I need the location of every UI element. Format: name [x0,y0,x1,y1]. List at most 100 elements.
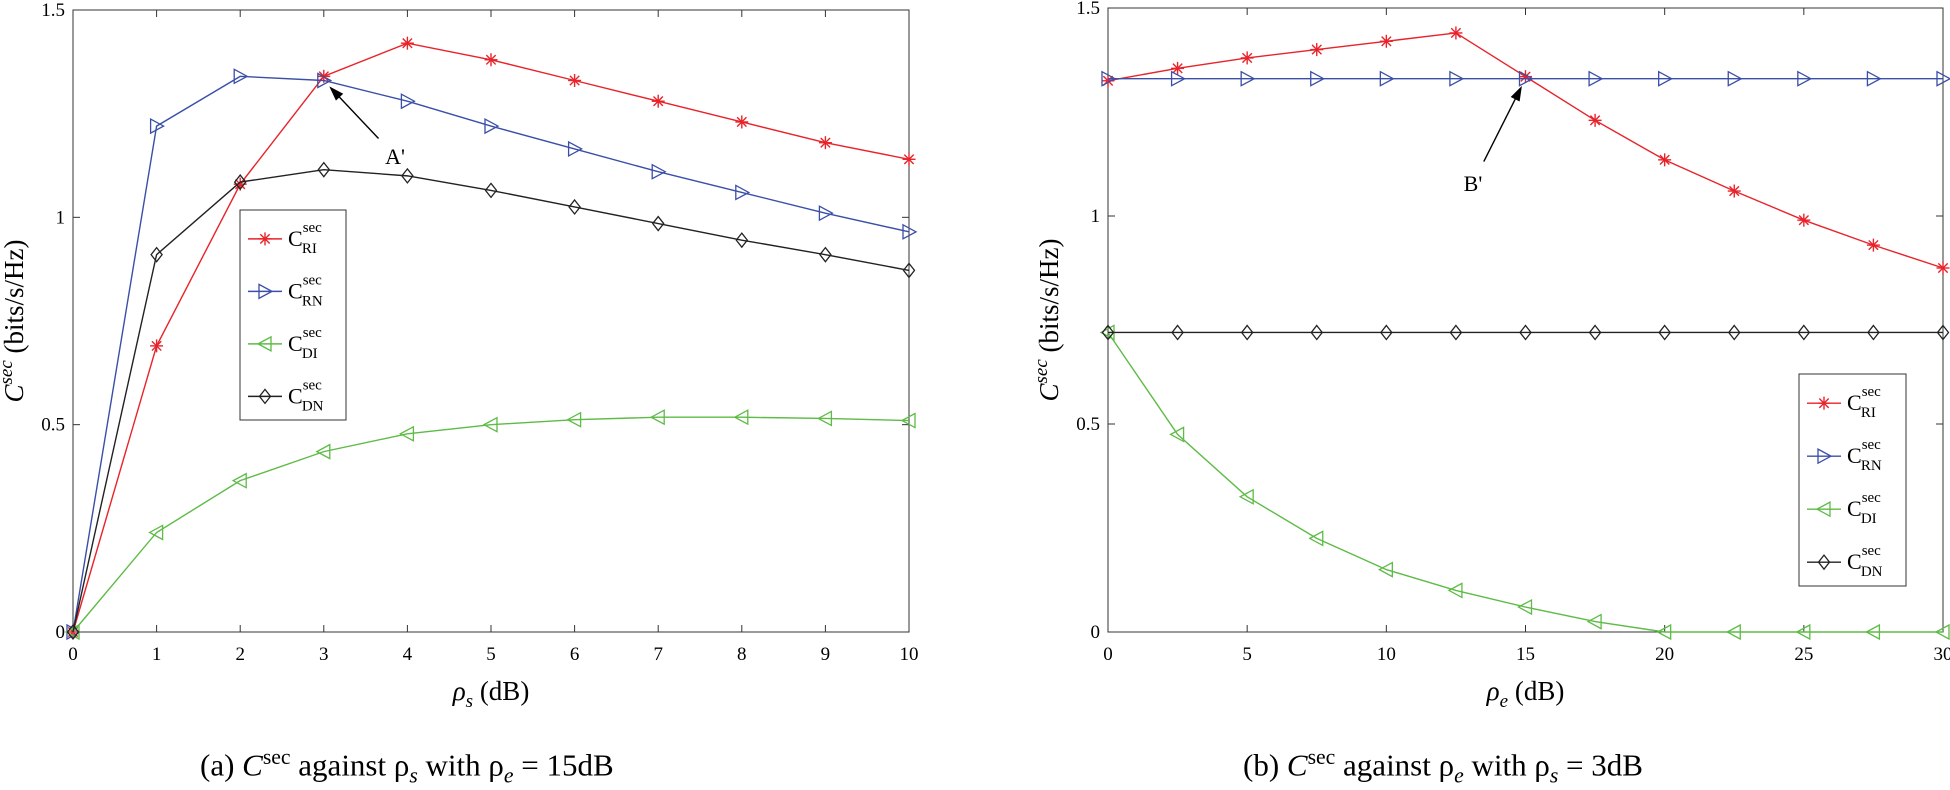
annotation: A' [329,86,405,169]
x-tick-label: 10 [900,644,919,665]
data-point-RN [1588,70,1604,87]
data-point-RI [735,115,749,129]
data-point-RN [1379,70,1395,87]
y-axis-label: Csec (bits/s/Hz) [1031,238,1064,401]
series-DN [1101,324,1950,341]
data-point-RI [150,339,164,353]
data-point-RN [1658,70,1674,87]
data-point-RI [1379,34,1393,48]
legend-marker [1817,554,1831,571]
x-tick-label: 0 [1103,644,1113,665]
data-point-DN [902,262,916,279]
data-point-RI [1240,51,1254,65]
data-point-RN [1866,70,1882,87]
data-point-DN [150,246,163,263]
legend-item-RI: Csec RI [1807,384,1881,421]
legend-item-RI: Csec RI [248,220,322,257]
annotation: B' [1464,85,1522,196]
data-point-DN [233,174,247,191]
chart-a: 0 1 2 3 4 5 6 7 8 9 10 0 0.5 1 1.5 ρs (dB) Csec (bits/s/… [0,0,919,712]
legend-item-DI: Csec DI [248,325,322,362]
annotation-arrow-line [335,93,380,140]
data-point-DN [1867,324,1880,341]
data-point-DN [1310,324,1324,341]
legend-box [239,209,347,421]
data-point-RI [1658,153,1672,167]
annotation-arrow-line [1483,94,1519,162]
data-point-RN [149,118,165,135]
data-point-DN [1727,324,1741,341]
x-tick-label: 6 [570,644,580,665]
data-point-RN [1797,70,1813,87]
data-point-DI [1934,623,1950,641]
data-point-DI [1865,623,1881,641]
data-point-DN [651,215,665,232]
annotation-arrow-head [329,86,344,101]
x-tick-label: 2 [235,644,245,665]
data-point-RI [1936,261,1950,275]
legend-marker [1817,448,1833,465]
y-axis-label: Csec (bits/s/Hz) [0,239,29,402]
legend-marker [1817,396,1831,410]
x-tick-label: 5 [486,644,496,665]
y-tick-label: 1.5 [1076,0,1100,19]
legend-item-DN: Csec DN [248,377,324,414]
y-tick-label: 1.5 [41,0,65,21]
legend-marker [256,335,272,352]
data-point-DI [1656,623,1672,641]
data-point-RN [1101,70,1117,87]
data-point-RN [902,223,918,240]
data-point-DN [568,198,581,216]
legend-item-RN: Csec RN [1807,437,1882,474]
x-axis-label: ρs (dB) [452,676,530,712]
x-tick-label: 1 [152,644,162,665]
data-point-DI [482,416,498,433]
legend: Csec RI Csec RN Csec DI Csec DN [239,209,347,421]
legend-label: Csec RN [1847,437,1882,474]
y-tick-label: 1 [1091,206,1101,227]
series-RN [66,68,918,641]
data-point-DN [1449,324,1463,341]
annotation-arrow-head [1510,85,1522,102]
legend-item-DN: Csec DN [1807,543,1883,580]
data-point-RN [1240,70,1256,87]
x-tick-label: 0 [68,644,78,665]
data-point-DN [1171,324,1184,341]
legend: Csec RI Csec RN Csec DI Csec DN [1798,373,1907,587]
chart-b: 0 5 10 15 20 25 30 0 0.5 1 1.5 ρe (dB) Csec (bits/s/… [1031,0,1950,712]
x-tick-label: 10 [1377,644,1396,665]
data-point-DN [1658,324,1671,341]
legend-label: Csec RI [1847,384,1881,421]
legend-marker [258,283,274,300]
legend-item-RN: Csec RN [248,272,323,309]
legend-box [1798,373,1907,587]
data-point-DI [1377,561,1393,578]
data-point-RN [1518,70,1534,87]
y-tick-label: 0 [1091,622,1101,643]
x-tick-label: 25 [1794,644,1813,665]
data-point-DN [1380,324,1393,341]
series-RI [66,36,916,639]
series-line-RN [72,75,910,633]
data-point-DI [1447,582,1463,599]
legend-item-DI: Csec DI [1807,490,1881,527]
caption-a: (a) Csec against ρs with ρe = 15dB [200,745,614,788]
legend-marker [258,388,272,405]
legend-label: Csec DI [1847,490,1881,527]
data-point-DN [317,161,331,178]
y-tick-label: 1 [56,207,66,228]
data-point-DN [1797,324,1811,341]
data-point-DI [231,472,247,489]
series-line-RI [72,42,910,633]
data-point-RI [484,53,498,67]
data-point-RI [1797,213,1811,227]
data-point-RN [400,93,416,110]
y-tick-label: 0 [56,622,66,643]
data-point-DI [399,425,415,442]
data-point-DN [819,246,832,263]
data-point-RN [1936,70,1950,87]
data-point-DN [1240,324,1254,341]
series-RI [1101,26,1950,275]
data-point-DI [1586,613,1602,630]
data-point-DI [817,410,833,427]
